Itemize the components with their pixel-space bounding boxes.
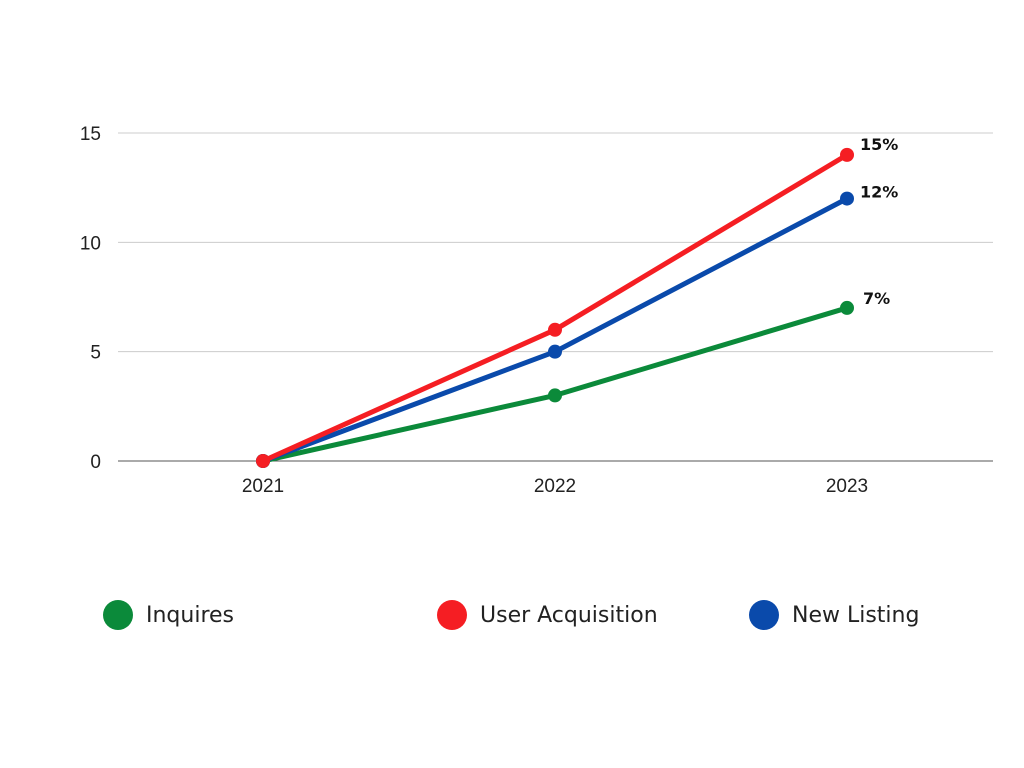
data-point-user-acquisition[interactable] — [548, 322, 562, 337]
data-label-inquires: 7% — [863, 289, 890, 308]
data-labels: 7% 12% 15% — [860, 135, 898, 308]
line-chart: 0 5 10 15 2021 2022 2023 7% 12% 15% — [80, 124, 993, 497]
x-tick-label: 2023 — [826, 476, 868, 497]
legend-item-user-acquisition[interactable]: User Acquisition — [437, 596, 658, 634]
data-point-inquires[interactable] — [840, 300, 854, 315]
y-axis-tick-labels: 0 5 10 15 — [80, 124, 101, 473]
data-point-new-listing[interactable] — [548, 344, 562, 359]
legend-dot-icon — [103, 600, 133, 630]
x-tick-label: 2021 — [242, 476, 284, 497]
series-line-user-acquisition — [260, 152, 850, 464]
y-tick-label: 15 — [80, 124, 101, 145]
data-point-new-listing[interactable] — [840, 191, 854, 206]
legend: Inquires User Acquisition New Listing — [0, 596, 1024, 636]
x-tick-label: 2022 — [534, 476, 576, 497]
y-tick-label: 5 — [90, 343, 101, 364]
y-tick-label: 10 — [80, 233, 101, 254]
y-tick-label: 0 — [90, 452, 101, 473]
x-axis-tick-labels: 2021 2022 2023 — [242, 476, 868, 497]
data-label-new-listing: 12% — [860, 183, 898, 202]
legend-dot-icon — [749, 600, 779, 630]
series-lines — [256, 147, 854, 468]
legend-label: New Listing — [792, 602, 920, 628]
legend-item-inquires[interactable]: Inquires — [103, 596, 234, 634]
data-point-user-acquisition[interactable] — [256, 454, 270, 468]
legend-label: User Acquisition — [480, 602, 658, 628]
gridlines — [118, 132, 993, 462]
legend-dot-icon — [437, 600, 467, 630]
legend-label: Inquires — [146, 602, 235, 628]
legend-item-new-listing[interactable]: New Listing — [749, 596, 919, 634]
data-point-user-acquisition[interactable] — [840, 147, 854, 162]
data-label-user-acquisition: 15% — [860, 135, 898, 154]
data-point-inquires[interactable] — [548, 388, 562, 403]
